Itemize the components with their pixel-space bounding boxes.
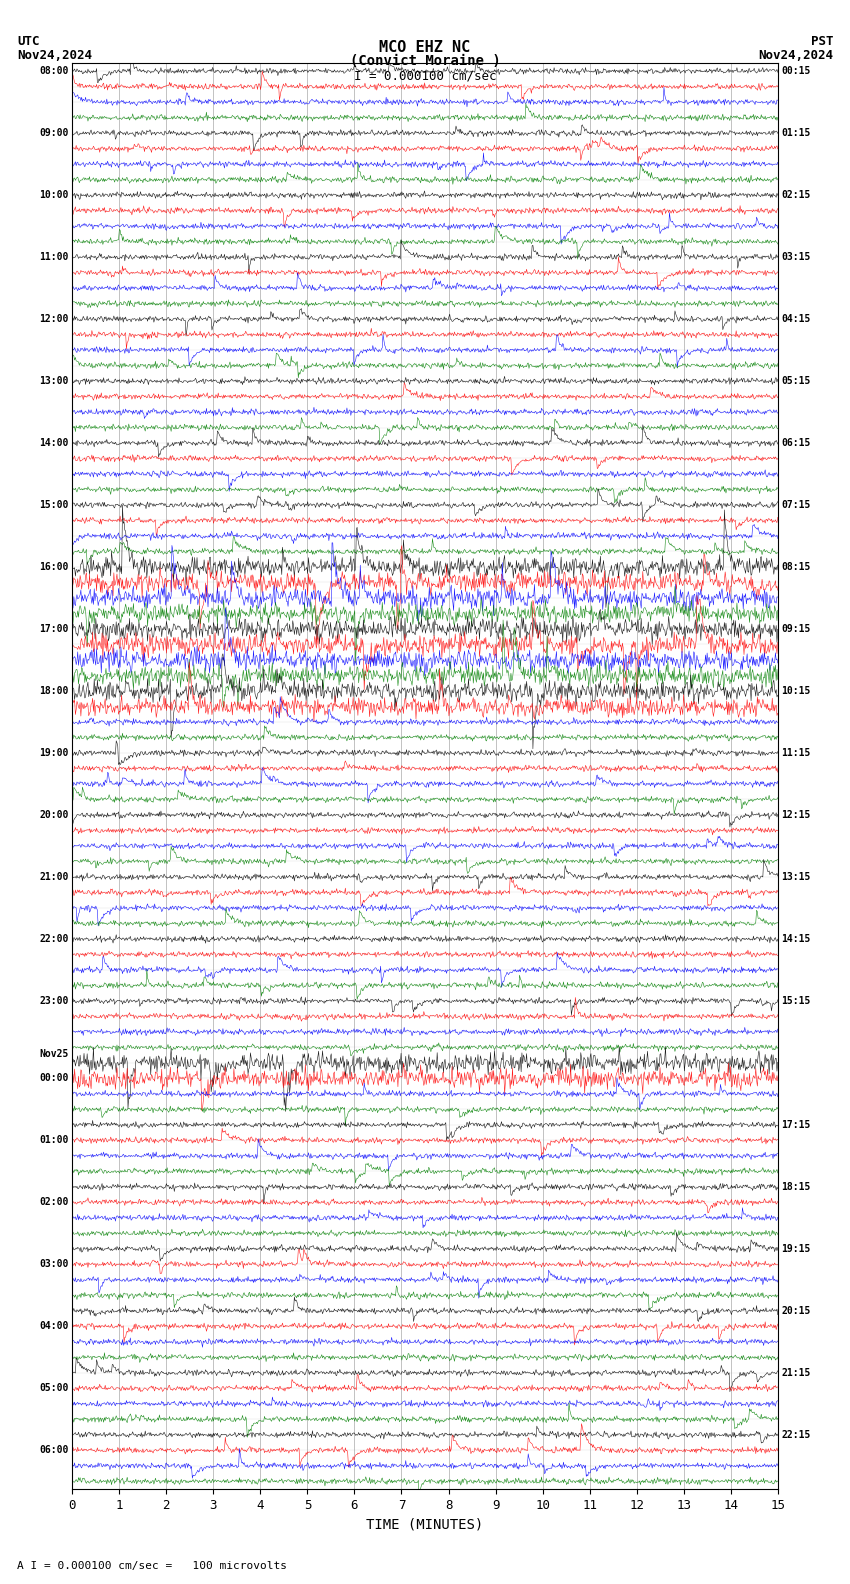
Text: 04:00: 04:00 — [39, 1321, 69, 1331]
Text: 14:00: 14:00 — [39, 439, 69, 448]
Text: 20:15: 20:15 — [781, 1305, 811, 1316]
Text: 17:15: 17:15 — [781, 1120, 811, 1129]
Text: 02:00: 02:00 — [39, 1198, 69, 1207]
Text: UTC: UTC — [17, 35, 39, 48]
Text: 21:00: 21:00 — [39, 871, 69, 882]
Text: 01:00: 01:00 — [39, 1136, 69, 1145]
Text: 19:00: 19:00 — [39, 748, 69, 757]
Text: 07:15: 07:15 — [781, 501, 811, 510]
Text: Nov24,2024: Nov24,2024 — [17, 49, 92, 62]
Text: 17:00: 17:00 — [39, 624, 69, 634]
Text: PST: PST — [811, 35, 833, 48]
X-axis label: TIME (MINUTES): TIME (MINUTES) — [366, 1517, 484, 1532]
Text: MCO EHZ NC: MCO EHZ NC — [379, 40, 471, 54]
Text: 03:15: 03:15 — [781, 252, 811, 261]
Text: 01:15: 01:15 — [781, 128, 811, 138]
Text: 23:00: 23:00 — [39, 996, 69, 1006]
Text: 05:15: 05:15 — [781, 375, 811, 386]
Text: 11:15: 11:15 — [781, 748, 811, 757]
Text: 03:00: 03:00 — [39, 1259, 69, 1269]
Text: 19:15: 19:15 — [781, 1243, 811, 1255]
Text: A I = 0.000100 cm/sec =   100 microvolts: A I = 0.000100 cm/sec = 100 microvolts — [17, 1562, 287, 1571]
Text: 22:00: 22:00 — [39, 935, 69, 944]
Text: I = 0.000100 cm/sec: I = 0.000100 cm/sec — [354, 70, 496, 82]
Text: 11:00: 11:00 — [39, 252, 69, 261]
Text: 16:00: 16:00 — [39, 562, 69, 572]
Text: 02:15: 02:15 — [781, 190, 811, 200]
Text: 06:00: 06:00 — [39, 1445, 69, 1456]
Text: 22:15: 22:15 — [781, 1430, 811, 1440]
Text: 04:15: 04:15 — [781, 314, 811, 325]
Text: 14:15: 14:15 — [781, 935, 811, 944]
Text: (Convict Moraine ): (Convict Moraine ) — [349, 54, 501, 68]
Text: 15:00: 15:00 — [39, 501, 69, 510]
Text: Nov25: Nov25 — [39, 1049, 69, 1058]
Text: 05:00: 05:00 — [39, 1383, 69, 1394]
Text: 12:15: 12:15 — [781, 809, 811, 821]
Text: Nov24,2024: Nov24,2024 — [758, 49, 833, 62]
Text: 10:00: 10:00 — [39, 190, 69, 200]
Text: 18:15: 18:15 — [781, 1182, 811, 1191]
Text: 09:00: 09:00 — [39, 128, 69, 138]
Text: 21:15: 21:15 — [781, 1367, 811, 1378]
Text: 13:15: 13:15 — [781, 871, 811, 882]
Text: 18:00: 18:00 — [39, 686, 69, 695]
Text: 00:15: 00:15 — [781, 67, 811, 76]
Text: 08:15: 08:15 — [781, 562, 811, 572]
Text: 12:00: 12:00 — [39, 314, 69, 325]
Text: 15:15: 15:15 — [781, 996, 811, 1006]
Text: 13:00: 13:00 — [39, 375, 69, 386]
Text: 08:00: 08:00 — [39, 67, 69, 76]
Text: 06:15: 06:15 — [781, 439, 811, 448]
Text: 00:00: 00:00 — [39, 1074, 69, 1083]
Text: 09:15: 09:15 — [781, 624, 811, 634]
Text: 10:15: 10:15 — [781, 686, 811, 695]
Text: 20:00: 20:00 — [39, 809, 69, 821]
